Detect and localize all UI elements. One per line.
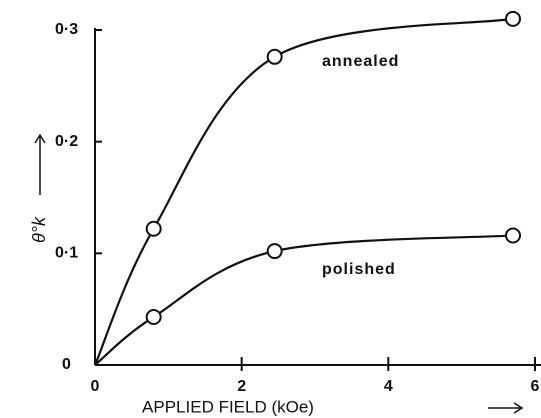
y-axis-label: θ°k [29,216,49,243]
x-tick-label: 0 [91,378,100,395]
data-point [266,48,283,65]
x-arrow [488,402,524,414]
x-tick-label: 4 [384,378,393,395]
series-label: polished [322,261,396,278]
y-tick-label: 0·3 [55,21,78,38]
y-tick-label: 0 [62,356,71,373]
data-point [145,220,162,237]
data-point [266,243,283,260]
series-line [93,17,514,366]
y-tick-label: 0·2 [55,133,78,150]
data-point [145,308,162,325]
x-tick-label: 6 [531,378,540,395]
series-line [94,234,514,366]
y-arrow [34,133,46,195]
series-label: annealed [322,53,399,70]
data-point [505,10,521,27]
y-tick-label: 0·1 [55,245,78,262]
x-tick-label: 2 [237,378,246,395]
data-point [505,227,521,244]
x-axis-label: APPLIED FIELD (kOe) [142,397,314,416]
